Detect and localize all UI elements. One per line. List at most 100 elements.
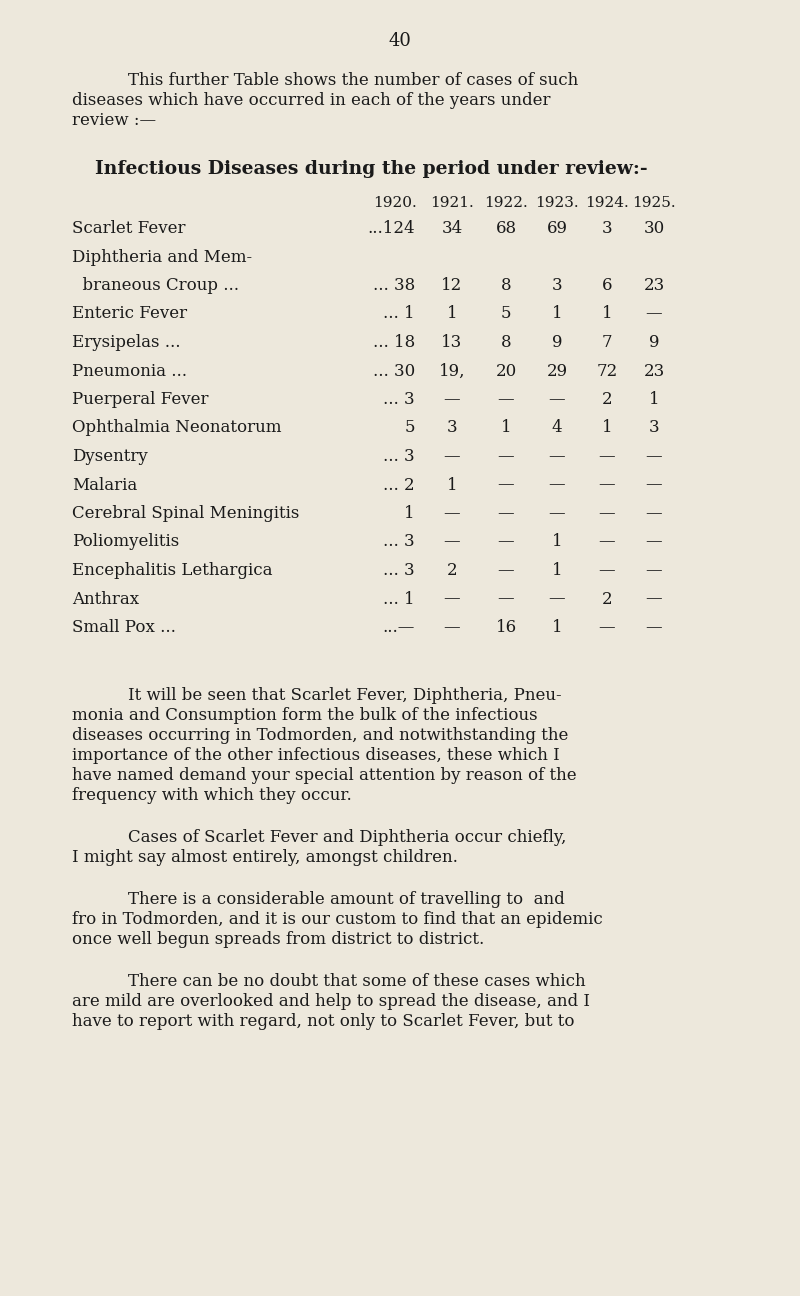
- Text: —: —: [444, 591, 460, 608]
- Text: —: —: [598, 562, 615, 579]
- Text: 1: 1: [552, 306, 562, 323]
- Text: frequency with which they occur.: frequency with which they occur.: [72, 788, 352, 805]
- Text: —: —: [598, 477, 615, 494]
- Text: —: —: [646, 591, 662, 608]
- Text: diseases which have occurred in each of the years under: diseases which have occurred in each of …: [72, 92, 550, 109]
- Text: 1: 1: [649, 391, 659, 408]
- Text: —: —: [646, 619, 662, 636]
- Text: —: —: [598, 505, 615, 522]
- Text: —: —: [444, 505, 460, 522]
- Text: There is a considerable amount of travelling to  and: There is a considerable amount of travel…: [128, 892, 565, 908]
- Text: 23: 23: [643, 363, 665, 380]
- Text: 40: 40: [389, 32, 411, 51]
- Text: ... 1: ... 1: [383, 591, 415, 608]
- Text: It will be seen that Scarlet Fever, Diphtheria, Pneu-: It will be seen that Scarlet Fever, Diph…: [128, 687, 562, 705]
- Text: —: —: [498, 505, 514, 522]
- Text: Anthrax: Anthrax: [72, 591, 139, 608]
- Text: 1925.: 1925.: [632, 196, 676, 210]
- Text: Cerebral Spinal Meningitis: Cerebral Spinal Meningitis: [72, 505, 299, 522]
- Text: 1: 1: [404, 505, 415, 522]
- Text: —: —: [444, 448, 460, 465]
- Text: ... 1: ... 1: [383, 306, 415, 323]
- Text: 4: 4: [552, 420, 562, 437]
- Text: —: —: [498, 477, 514, 494]
- Text: ... 2: ... 2: [383, 477, 415, 494]
- Text: 30: 30: [643, 220, 665, 237]
- Text: 1: 1: [552, 562, 562, 579]
- Text: Erysipelas ...: Erysipelas ...: [72, 334, 181, 351]
- Text: ... 30: ... 30: [373, 363, 415, 380]
- Text: —: —: [498, 591, 514, 608]
- Text: 1: 1: [501, 420, 511, 437]
- Text: ... 3: ... 3: [383, 534, 415, 551]
- Text: —: —: [549, 448, 566, 465]
- Text: Infectious Diseases during the period under review:-: Infectious Diseases during the period un…: [95, 159, 648, 178]
- Text: 1920.: 1920.: [373, 196, 417, 210]
- Text: ...124: ...124: [367, 220, 415, 237]
- Text: 1: 1: [552, 619, 562, 636]
- Text: Diphtheria and Mem-: Diphtheria and Mem-: [72, 249, 252, 266]
- Text: —: —: [498, 391, 514, 408]
- Text: —: —: [549, 477, 566, 494]
- Text: once well begun spreads from district to district.: once well begun spreads from district to…: [72, 932, 484, 949]
- Text: 3: 3: [552, 277, 562, 294]
- Text: ... 38: ... 38: [373, 277, 415, 294]
- Text: 19,: 19,: [438, 363, 466, 380]
- Text: 3: 3: [649, 420, 659, 437]
- Text: 68: 68: [495, 220, 517, 237]
- Text: ... 18: ... 18: [373, 334, 415, 351]
- Text: 1923.: 1923.: [535, 196, 579, 210]
- Text: —: —: [549, 391, 566, 408]
- Text: 7: 7: [602, 334, 612, 351]
- Text: Encephalitis Lethargica: Encephalitis Lethargica: [72, 562, 273, 579]
- Text: Cases of Scarlet Fever and Diphtheria occur chiefly,: Cases of Scarlet Fever and Diphtheria oc…: [128, 829, 566, 846]
- Text: have named demand your special attention by reason of the: have named demand your special attention…: [72, 767, 577, 784]
- Text: 1: 1: [446, 477, 458, 494]
- Text: —: —: [549, 505, 566, 522]
- Text: —: —: [646, 477, 662, 494]
- Text: ... 3: ... 3: [383, 562, 415, 579]
- Text: monia and Consumption form the bulk of the infectious: monia and Consumption form the bulk of t…: [72, 708, 538, 724]
- Text: importance of the other infectious diseases, these which I: importance of the other infectious disea…: [72, 748, 560, 765]
- Text: 34: 34: [442, 220, 462, 237]
- Text: —: —: [444, 619, 460, 636]
- Text: —: —: [646, 306, 662, 323]
- Text: 16: 16: [495, 619, 517, 636]
- Text: Small Pox ...: Small Pox ...: [72, 619, 176, 636]
- Text: —: —: [598, 534, 615, 551]
- Text: 20: 20: [495, 363, 517, 380]
- Text: 1924.: 1924.: [585, 196, 629, 210]
- Text: 69: 69: [546, 220, 567, 237]
- Text: —: —: [646, 534, 662, 551]
- Text: —: —: [444, 534, 460, 551]
- Text: 13: 13: [442, 334, 462, 351]
- Text: 29: 29: [546, 363, 567, 380]
- Text: are mild are overlooked and help to spread the disease, and I: are mild are overlooked and help to spre…: [72, 994, 590, 1011]
- Text: ... 3: ... 3: [383, 391, 415, 408]
- Text: 1921.: 1921.: [430, 196, 474, 210]
- Text: 1: 1: [602, 420, 612, 437]
- Text: Ophthalmia Neonatorum: Ophthalmia Neonatorum: [72, 420, 282, 437]
- Text: —: —: [444, 391, 460, 408]
- Text: review :—: review :—: [72, 111, 156, 130]
- Text: Scarlet Fever: Scarlet Fever: [72, 220, 186, 237]
- Text: —: —: [646, 505, 662, 522]
- Text: 1: 1: [552, 534, 562, 551]
- Text: —: —: [498, 562, 514, 579]
- Text: 12: 12: [442, 277, 462, 294]
- Text: 72: 72: [596, 363, 618, 380]
- Text: 2: 2: [602, 391, 612, 408]
- Text: 1922.: 1922.: [484, 196, 528, 210]
- Text: There can be no doubt that some of these cases which: There can be no doubt that some of these…: [128, 973, 586, 990]
- Text: 8: 8: [501, 334, 511, 351]
- Text: Malaria: Malaria: [72, 477, 138, 494]
- Text: fro in Todmorden, and it is our custom to find that an epidemic: fro in Todmorden, and it is our custom t…: [72, 911, 602, 928]
- Text: 8: 8: [501, 277, 511, 294]
- Text: 3: 3: [602, 220, 612, 237]
- Text: ... 3: ... 3: [383, 448, 415, 465]
- Text: This further Table shows the number of cases of such: This further Table shows the number of c…: [128, 73, 578, 89]
- Text: diseases occurring in Todmorden, and notwithstanding the: diseases occurring in Todmorden, and not…: [72, 727, 568, 744]
- Text: braneous Croup ...: braneous Croup ...: [72, 277, 239, 294]
- Text: 5: 5: [405, 420, 415, 437]
- Text: Puerperal Fever: Puerperal Fever: [72, 391, 209, 408]
